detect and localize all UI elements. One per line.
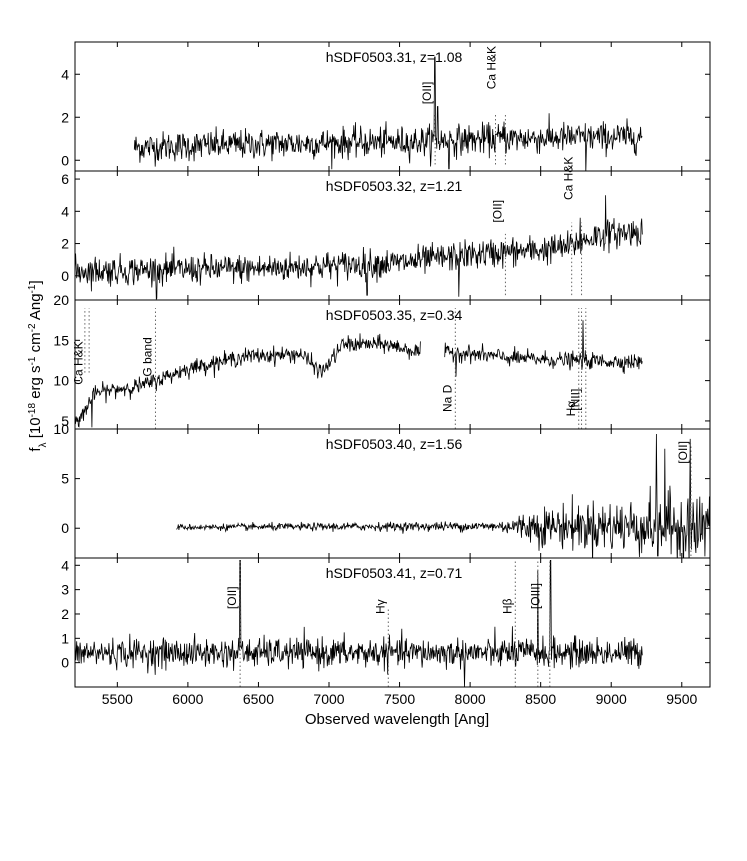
- y-tick-label-1-2: 2: [61, 109, 69, 125]
- y-tick-label-4-10: 10: [53, 421, 69, 437]
- spectrum-line-3-1: [75, 333, 421, 428]
- y-tick-label-3-15: 15: [53, 332, 69, 348]
- x-tick-label-9000: 9000: [596, 691, 627, 707]
- y-tick-label-5-1: 1: [61, 630, 69, 646]
- y-tick-label-5-4: 4: [61, 557, 69, 573]
- y-tick-label-2-4: 4: [61, 203, 69, 219]
- panel-title-4: hSDF0503.40, z=1.56: [326, 436, 463, 452]
- line-label-3-4: Hα: [564, 401, 578, 417]
- y-tick-label-5-0: 0: [61, 655, 69, 671]
- x-tick-label-8500: 8500: [525, 691, 556, 707]
- y-tick-label-1-4: 4: [61, 66, 69, 82]
- y-tick-label-4-0: 0: [61, 520, 69, 536]
- x-tick-label-9500: 9500: [666, 691, 697, 707]
- line-label-1-1: [OII]: [420, 82, 434, 105]
- y-tick-label-2-2: 2: [61, 236, 69, 252]
- spectrum-line-3-2: [444, 320, 643, 377]
- x-tick-label-7000: 7000: [313, 691, 344, 707]
- line-label-4-1: [OII]: [676, 441, 690, 464]
- panel-1: [OII] Ca H&K hSDF0503.31, z=1.08 0 2 4: [61, 41, 711, 172]
- y-tick-label-5-3: 3: [61, 582, 69, 598]
- x-tick-label-6500: 6500: [243, 691, 274, 707]
- line-label-2-2: Ca H&K: [562, 157, 576, 200]
- panel-title-2: hSDF0503.32, z=1.21: [326, 178, 463, 194]
- panels-group: [OII] Ca H&K hSDF0503.31, z=1.08 0 2 4 [OII] Ca…: [53, 41, 711, 707]
- y-tick-label-2-0: 0: [61, 268, 69, 284]
- panel-title-1: hSDF0503.31, z=1.08: [326, 49, 463, 65]
- x-tick-label-7500: 7500: [384, 691, 415, 707]
- y-tick-label-5-2: 2: [61, 606, 69, 622]
- spectrum-line-1: [133, 56, 643, 171]
- y-tick-label-4-5: 5: [61, 471, 69, 487]
- x-tick-label-5500: 5500: [102, 691, 133, 707]
- panel-4: [OII] hSDF0503.40, z=1.56 0 5 10: [53, 421, 711, 559]
- line-label-5-1: [OII]: [225, 586, 239, 609]
- x-axis-label: Observed wavelength [Ang]: [305, 711, 489, 728]
- line-label-3-2: G band: [140, 337, 154, 376]
- y-tick-label-2-6: 6: [61, 171, 69, 187]
- x-tick-label-6000: 6000: [172, 691, 203, 707]
- panel-2: [OII] Ca H&K hSDF0503.32, z=1.21 0 2 4 6: [61, 157, 711, 301]
- panel-title-3: hSDF0503.35, z=0.34: [326, 307, 463, 323]
- line-label-3-3: Na D: [440, 384, 454, 412]
- line-label-1-2: Ca H&K: [485, 46, 499, 89]
- panel-title-5: hSDF0503.41, z=0.71: [326, 565, 463, 581]
- line-label-3-1: Ca H&K: [71, 341, 85, 384]
- x-tick-label-8000: 8000: [455, 691, 486, 707]
- panel-frame-5: [74, 557, 711, 688]
- line-label-5-2: Hγ: [373, 599, 387, 614]
- y-tick-label-3-5: 5: [61, 413, 69, 429]
- line-label-5-3: Hβ: [500, 598, 514, 614]
- line-label-2-1: [OII]: [490, 200, 504, 223]
- y-tick-label-3-20: 20: [53, 292, 69, 308]
- line-label-3-5: [NII]: [569, 389, 583, 411]
- spectrum-line-5: [75, 560, 643, 687]
- y-tick-label-3-10: 10: [53, 373, 69, 389]
- spectrum-line-4: [176, 433, 710, 558]
- y-tick-label-1-0: 0: [61, 152, 69, 168]
- y-axis-label: fλ [10-18 erg s-1 cm-2 Ang-1]: [27, 280, 49, 451]
- spectrum-line-2: [75, 195, 643, 300]
- line-label-5-4: [OIII]: [529, 583, 543, 609]
- panel-3: Ca H&K G band Na D Hα[NII] hSDF0503.35, z=0.…: [53, 292, 711, 430]
- panel-5: [OII] Hγ Hβ [OIII] hSDF0503.41, z=0.71 0 1 2 3 4 5…: [61, 557, 711, 707]
